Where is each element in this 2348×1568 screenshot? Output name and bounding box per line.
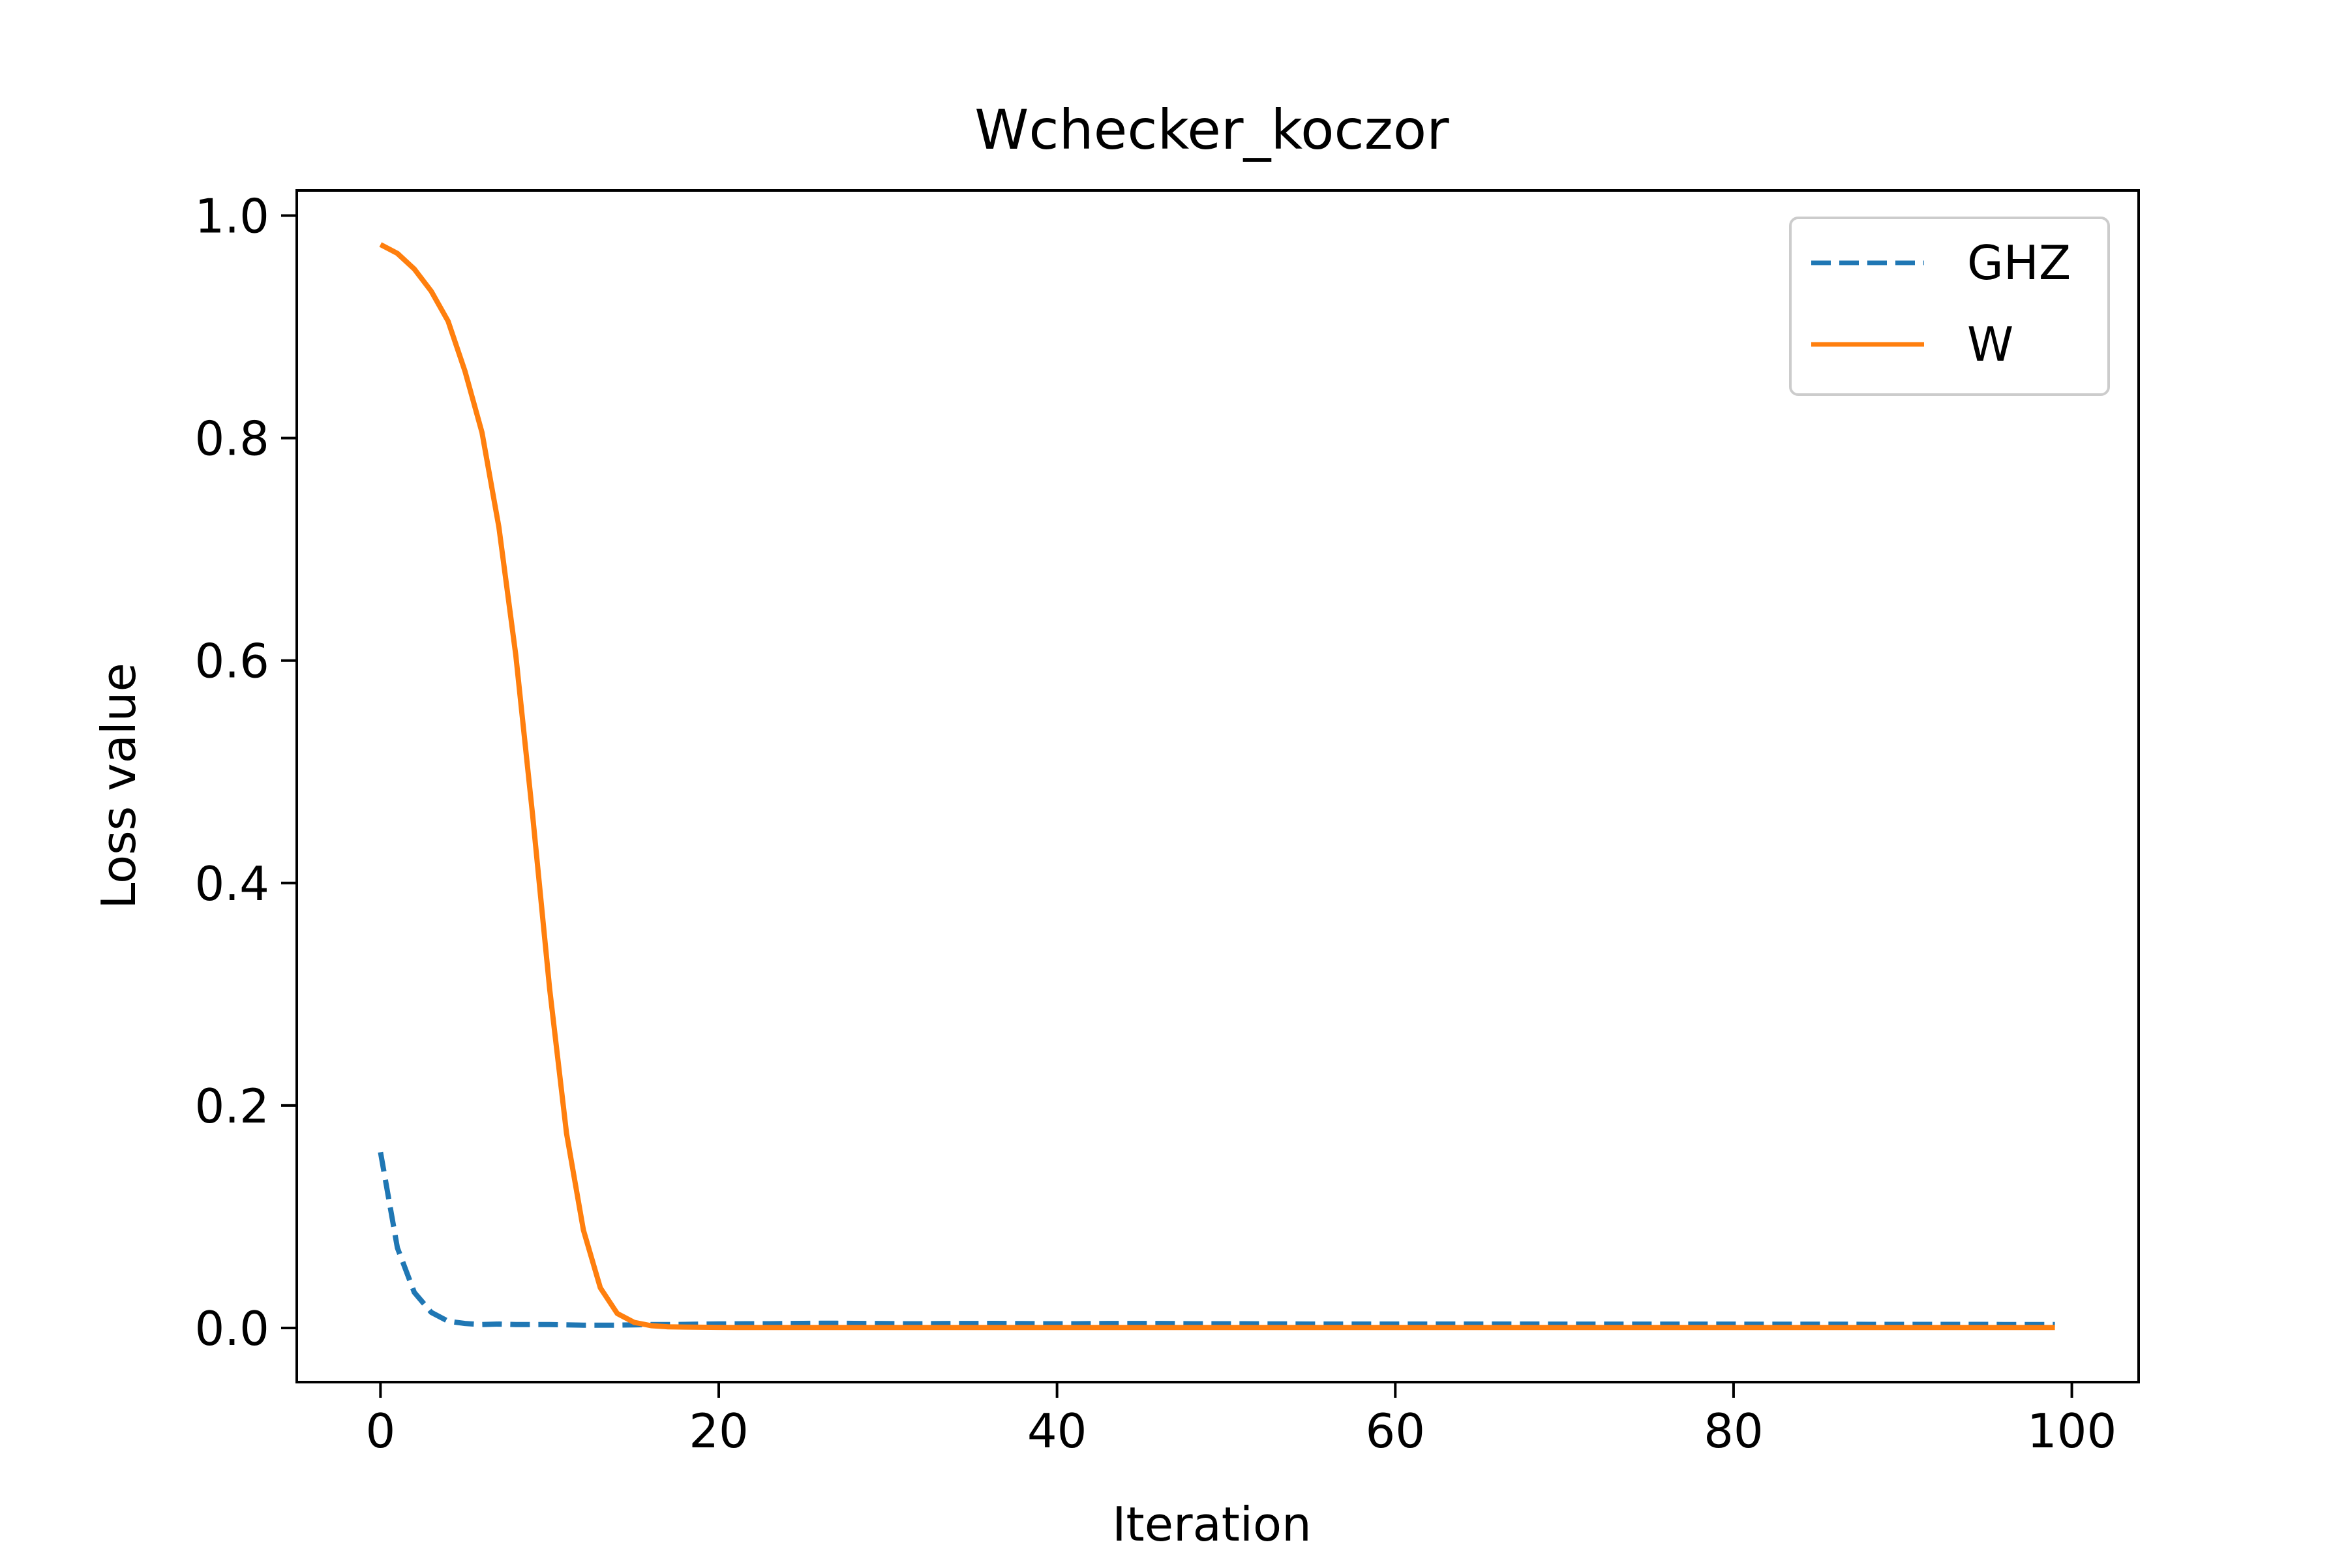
axes-frame xyxy=(295,189,2140,1383)
legend: GHZ W xyxy=(1789,217,2110,396)
y-tick-label: 1.0 xyxy=(194,189,269,244)
series-line-w xyxy=(379,242,2055,1331)
plot-area xyxy=(295,189,2140,1383)
y-tick-label: 0.6 xyxy=(194,634,269,689)
chart-title: Wchecker_koczor xyxy=(974,98,1449,162)
legend-label-w: W xyxy=(1967,317,2013,372)
y-axis-label: Loss value xyxy=(91,663,146,909)
x-tick-label: 60 xyxy=(1365,1404,1425,1458)
x-tick-label: 20 xyxy=(689,1404,749,1458)
x-axis-ticks: 0 20 40 60 80 100 xyxy=(365,1382,2116,1458)
x-tick-label: 80 xyxy=(1704,1404,1764,1458)
y-tick-label: 0.4 xyxy=(194,856,269,911)
x-axis-label: Iteration xyxy=(1112,1497,1311,1552)
x-tick-label: 40 xyxy=(1027,1404,1087,1458)
series-layer xyxy=(378,242,2055,1331)
y-axis-ticks: 0.0 0.2 0.4 0.6 0.8 1.0 xyxy=(194,189,297,1356)
legend-label-ghz: GHZ xyxy=(1967,235,2071,290)
x-tick-label: 100 xyxy=(2027,1404,2116,1458)
y-tick-label: 0.8 xyxy=(194,412,269,466)
y-tick-label: 0.0 xyxy=(194,1301,269,1356)
x-tick-label: 0 xyxy=(365,1404,395,1458)
y-tick-label: 0.2 xyxy=(194,1079,269,1134)
